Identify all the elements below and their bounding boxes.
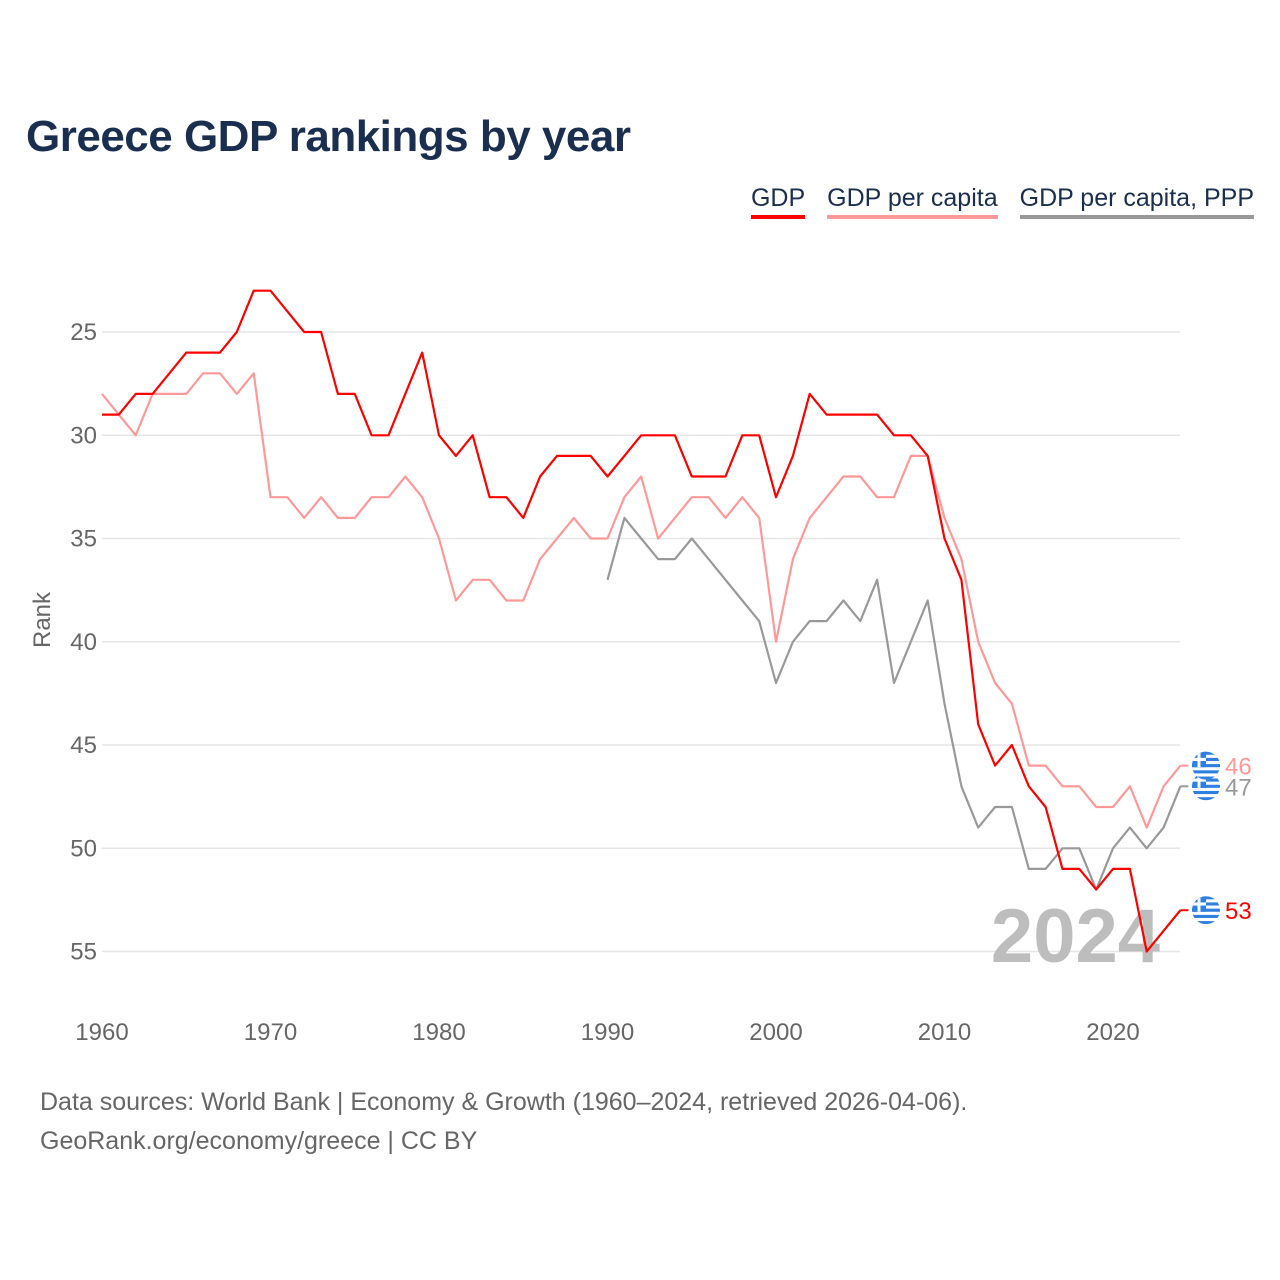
x-tick-label: 1960 — [75, 1019, 128, 1046]
series-line-2 — [606, 516, 1182, 891]
y-tick-label: 25 — [70, 319, 97, 346]
greece-flag-icon — [1192, 896, 1220, 925]
year-watermark: 2024 — [991, 894, 1160, 979]
y-tick-label: 50 — [70, 835, 97, 862]
legend: GDP GDP per capita GDP per capita, PPP — [750, 184, 1254, 219]
greece-flag-icon — [1192, 751, 1220, 780]
end-value-label: 46 — [1225, 754, 1252, 781]
source-note: Data sources: World Bank | Economy & Gro… — [40, 1088, 968, 1116]
x-tick-label: 2020 — [1086, 1019, 1139, 1046]
chart-title: Greece GDP rankings by year — [26, 112, 631, 161]
y-tick-label: 45 — [70, 732, 97, 759]
y-tick-label: 35 — [70, 526, 97, 553]
x-tick-label: 2010 — [918, 1019, 971, 1046]
end-value-label: 47 — [1225, 774, 1252, 801]
y-tick-label: 30 — [70, 422, 97, 449]
source-url[interactable]: GeoRank.org/economy/greece | CC BY — [40, 1127, 478, 1155]
x-tick-label: 1990 — [581, 1019, 634, 1046]
series-line-1 — [101, 372, 1182, 829]
x-tick-label: 2000 — [749, 1019, 802, 1046]
legend-item-gdp[interactable]: GDP — [750, 184, 806, 219]
legend-item-gdp-per-capita-ppp[interactable]: GDP per capita, PPP — [1019, 184, 1254, 219]
series-line-0 — [102, 289, 1182, 953]
y-tick-label: 55 — [70, 939, 97, 966]
y-tick-label: 40 — [70, 629, 97, 656]
x-tick-label: 1970 — [244, 1019, 297, 1046]
x-tick-label: 1980 — [412, 1019, 465, 1046]
end-value-label: 53 — [1225, 898, 1252, 925]
legend-item-gdp-per-capita[interactable]: GDP per capita — [827, 184, 998, 219]
y-axis-label: Rank — [29, 591, 56, 648]
